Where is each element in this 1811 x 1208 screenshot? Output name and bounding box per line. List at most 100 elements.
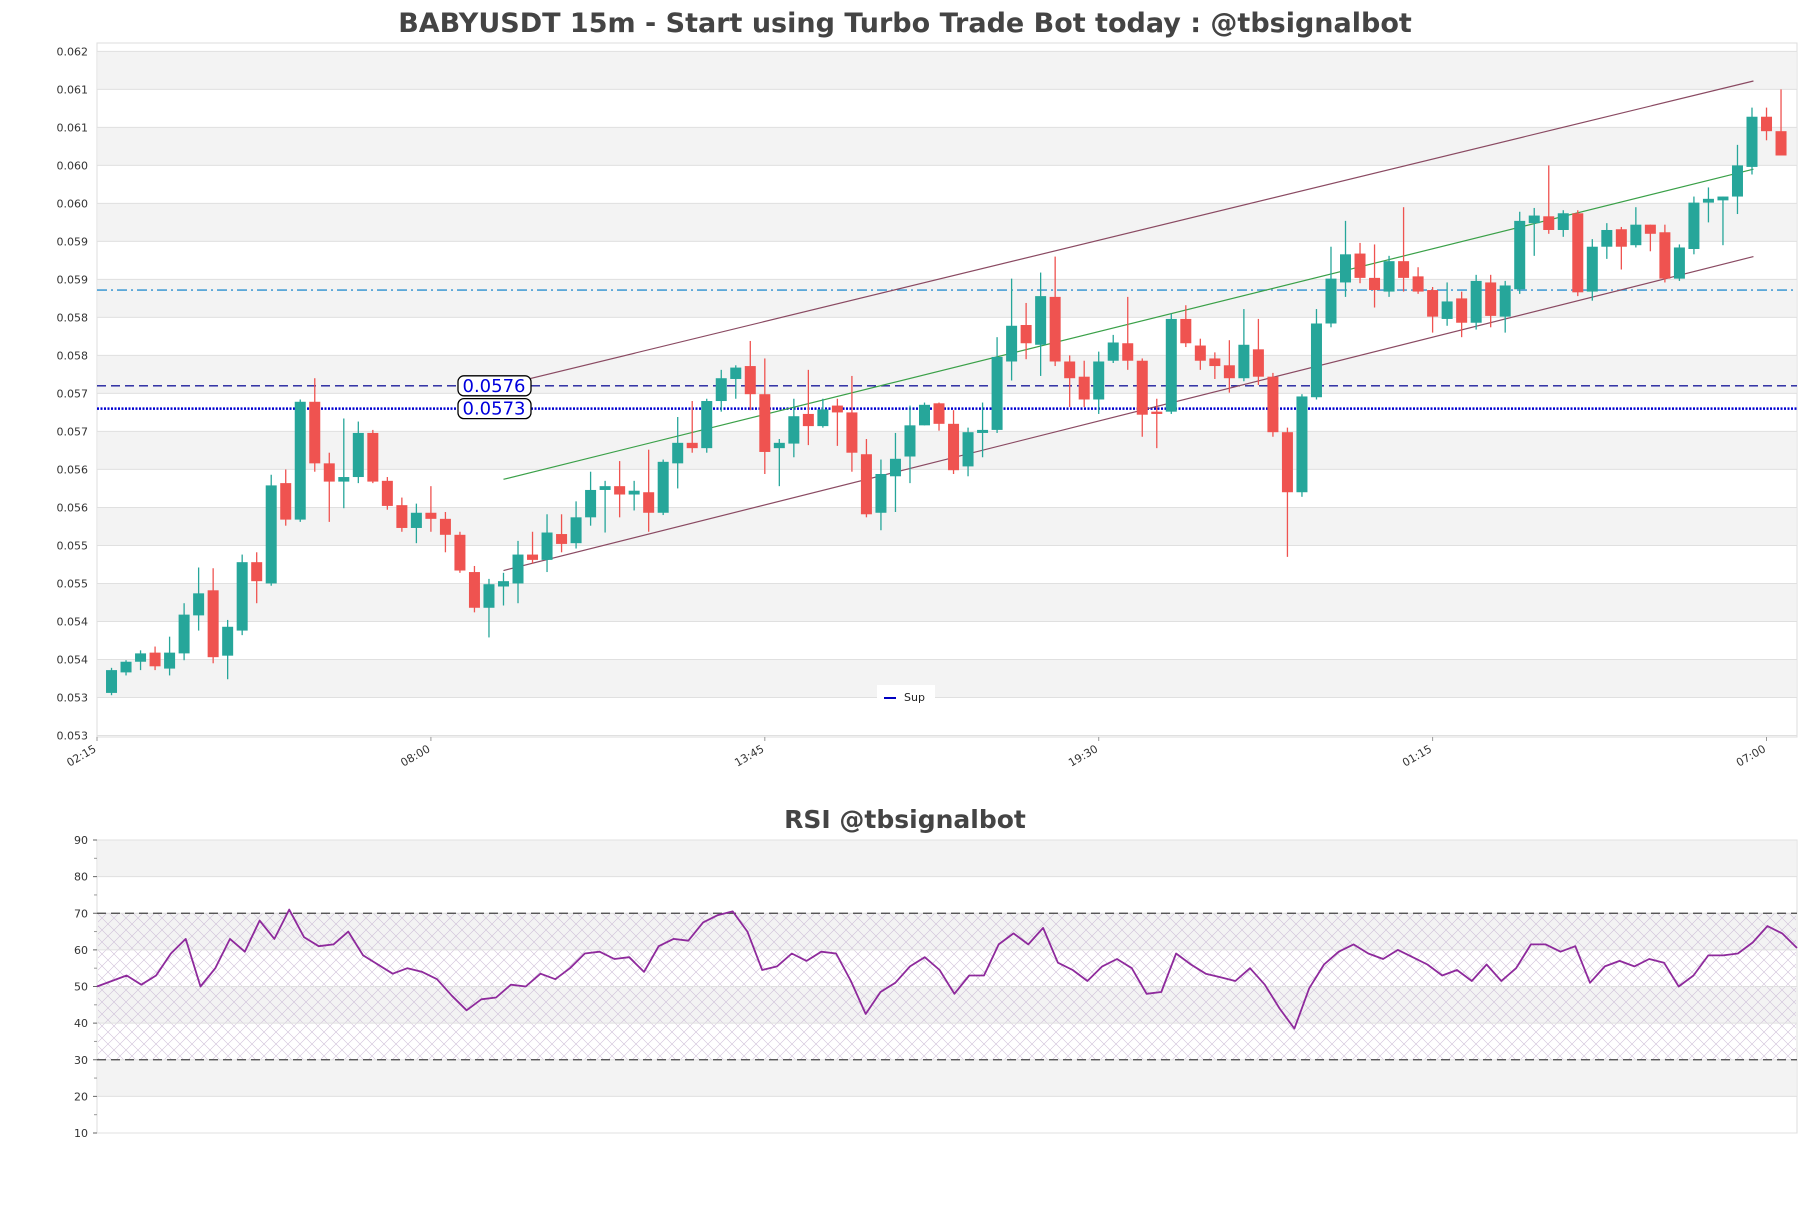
candle xyxy=(1572,210,1584,297)
candle-body xyxy=(570,517,582,544)
candle xyxy=(1296,394,1308,497)
candle-body xyxy=(1267,376,1279,433)
candle xyxy=(439,512,451,553)
resistance-level-label: 0.0576 xyxy=(463,376,526,397)
candle xyxy=(672,416,684,489)
candle-body xyxy=(948,423,960,471)
candle xyxy=(1485,274,1497,328)
candle-body xyxy=(193,593,205,616)
candle-body xyxy=(396,505,408,528)
candle xyxy=(1340,220,1352,297)
y-tick-label: 0.056 xyxy=(57,501,89,514)
candle-body xyxy=(1688,202,1700,249)
grid-band xyxy=(98,279,1796,318)
grid-band xyxy=(98,203,1796,242)
rsi-y-tick-label: 60 xyxy=(74,944,88,957)
grid-band xyxy=(98,431,1796,470)
candle xyxy=(1441,282,1453,326)
candle-body xyxy=(1761,116,1773,132)
candle xyxy=(933,402,945,431)
candle-body xyxy=(1601,229,1613,247)
candle xyxy=(251,552,263,604)
candle-body xyxy=(454,534,466,571)
candle xyxy=(1136,358,1148,437)
candle-body xyxy=(773,442,785,449)
candle-body xyxy=(585,489,597,518)
rsi-y-tick-label: 80 xyxy=(74,871,88,884)
candle xyxy=(1165,313,1177,414)
candle xyxy=(1528,207,1540,256)
candle-body xyxy=(1557,213,1569,230)
candle-body xyxy=(889,458,901,477)
candle-body xyxy=(164,652,176,669)
candle xyxy=(236,554,248,636)
candle xyxy=(1717,196,1729,246)
candle-body xyxy=(265,485,277,584)
candle-body xyxy=(643,492,655,513)
candle-body xyxy=(1746,116,1758,167)
candle xyxy=(410,503,422,544)
candle xyxy=(541,514,553,573)
candle-body xyxy=(1412,276,1424,292)
candle-body xyxy=(657,461,669,513)
candle xyxy=(1310,309,1322,400)
rsi-y-tick-label: 40 xyxy=(74,1017,88,1030)
candle xyxy=(120,660,132,676)
candle xyxy=(468,565,480,613)
candle xyxy=(1659,224,1671,283)
candle xyxy=(1049,256,1061,367)
price-panel: 0.062 0.061 0.061 0.060 0.060 0.059 0.059 0.058… xyxy=(57,42,1798,769)
candle-body xyxy=(831,405,843,413)
candle-body xyxy=(1209,358,1221,367)
candle-body xyxy=(1543,216,1555,230)
grid-band xyxy=(98,1059,1796,1097)
support-level-label-box xyxy=(457,397,532,420)
candle xyxy=(1761,107,1773,141)
candle xyxy=(614,461,626,518)
candle xyxy=(497,572,509,606)
candle xyxy=(193,567,205,631)
candle-body xyxy=(106,670,118,693)
candle-body xyxy=(715,378,727,402)
candle xyxy=(1122,296,1134,370)
rsi-y-tick-label: 70 xyxy=(74,907,88,920)
candle-body xyxy=(686,442,698,449)
candle xyxy=(222,619,234,680)
candle xyxy=(977,402,989,458)
candle xyxy=(715,369,727,412)
candle xyxy=(265,474,277,586)
candle-body xyxy=(294,401,306,520)
candle-body xyxy=(251,562,263,582)
candle-body xyxy=(1006,325,1018,362)
grid-band xyxy=(98,507,1796,546)
candle-body xyxy=(207,590,219,658)
candle-body xyxy=(1514,220,1526,290)
candle xyxy=(918,402,930,426)
candle-body xyxy=(730,367,742,379)
candle xyxy=(1644,224,1656,252)
candle-body xyxy=(280,483,292,520)
candle xyxy=(1456,291,1468,338)
candle xyxy=(1006,278,1018,381)
candle-body xyxy=(1369,277,1381,291)
candle xyxy=(135,650,147,671)
candle-body xyxy=(802,413,814,427)
candle xyxy=(1093,351,1105,414)
y-tick-label: 0.060 xyxy=(57,159,89,172)
candle-body xyxy=(788,416,800,444)
candle-body xyxy=(439,518,451,535)
rsi-line xyxy=(96,908,1798,1030)
candle-body xyxy=(1122,343,1134,361)
candle xyxy=(730,365,742,399)
candle-body xyxy=(1310,323,1322,398)
x-tick-label: 01:15 xyxy=(1400,742,1434,769)
candle xyxy=(1035,272,1047,376)
y-tick-label: 0.062 xyxy=(57,45,89,58)
candle xyxy=(991,337,1003,433)
candle xyxy=(1543,165,1555,234)
candle xyxy=(962,427,974,477)
candle-body xyxy=(1180,318,1192,344)
candle-body xyxy=(1252,349,1264,377)
candle xyxy=(1601,223,1613,259)
candle xyxy=(1078,360,1090,408)
